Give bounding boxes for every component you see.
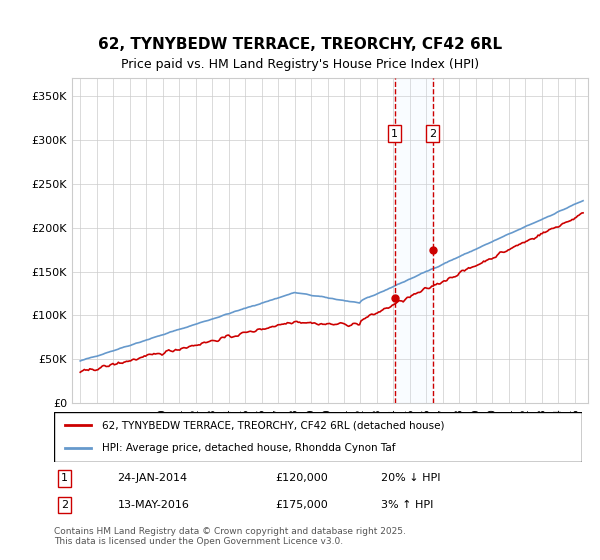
Text: Contains HM Land Registry data © Crown copyright and database right 2025.
This d: Contains HM Land Registry data © Crown c… [54,526,406,546]
Text: 3% ↑ HPI: 3% ↑ HPI [382,500,434,510]
Text: 1: 1 [391,129,398,139]
Text: 62, TYNYBEDW TERRACE, TREORCHY, CF42 6RL: 62, TYNYBEDW TERRACE, TREORCHY, CF42 6RL [98,38,502,52]
Text: 1: 1 [61,473,68,483]
Text: 20% ↓ HPI: 20% ↓ HPI [382,473,441,483]
Text: Price paid vs. HM Land Registry's House Price Index (HPI): Price paid vs. HM Land Registry's House … [121,58,479,71]
Text: 2: 2 [61,500,68,510]
Text: 24-JAN-2014: 24-JAN-2014 [118,473,187,483]
Bar [395,78,433,403]
Text: 2: 2 [429,129,436,139]
Text: £175,000: £175,000 [276,500,329,510]
Text: 13-MAY-2016: 13-MAY-2016 [118,500,189,510]
Text: 62, TYNYBEDW TERRACE, TREORCHY, CF42 6RL (detached house): 62, TYNYBEDW TERRACE, TREORCHY, CF42 6RL… [101,420,444,430]
FancyBboxPatch shape [54,412,582,462]
Text: HPI: Average price, detached house, Rhondda Cynon Taf: HPI: Average price, detached house, Rhon… [101,444,395,454]
Text: £120,000: £120,000 [276,473,329,483]
